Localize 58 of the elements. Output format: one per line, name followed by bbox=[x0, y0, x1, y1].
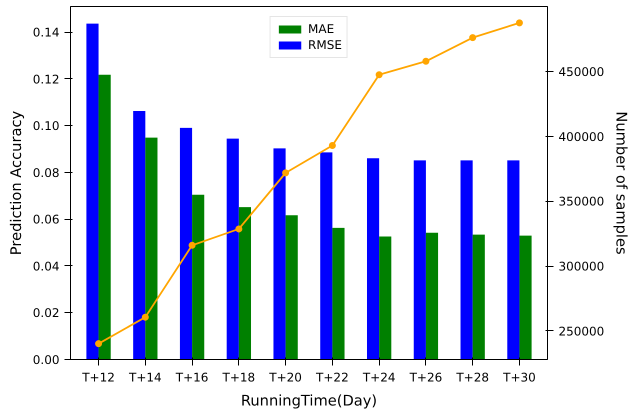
x-tick-label: T+14 bbox=[128, 370, 162, 384]
bar bbox=[180, 128, 192, 360]
bar bbox=[414, 160, 426, 360]
legend-label: MAE bbox=[308, 22, 334, 36]
y-tick-label: 0.14 bbox=[32, 26, 60, 40]
x-tick-label: T+30 bbox=[502, 370, 536, 384]
bar bbox=[98, 74, 111, 360]
x-tick-label: T+28 bbox=[455, 370, 490, 384]
legend-label: RMSE bbox=[308, 38, 342, 52]
y-tick-label: 0.02 bbox=[32, 306, 60, 320]
bar bbox=[320, 152, 332, 360]
y-tick-label: 0.08 bbox=[32, 166, 60, 180]
x-tick-label: T+22 bbox=[315, 370, 349, 384]
bar bbox=[332, 228, 345, 360]
x-tick-label: T+26 bbox=[408, 370, 442, 384]
y-tick-label: 0.06 bbox=[32, 212, 60, 227]
point bbox=[469, 34, 476, 42]
bar bbox=[366, 158, 380, 360]
y2-tick-label: 450000 bbox=[558, 64, 604, 79]
x-tick-label: T+16 bbox=[174, 370, 208, 384]
bar bbox=[507, 160, 520, 360]
point bbox=[142, 314, 149, 321]
x-tick-label: T+12 bbox=[81, 370, 115, 384]
point bbox=[422, 58, 430, 65]
bar bbox=[519, 236, 532, 360]
bar bbox=[286, 215, 298, 360]
bar bbox=[192, 194, 204, 360]
x-tick-label: T+18 bbox=[222, 370, 256, 384]
bar bbox=[133, 110, 146, 360]
y-axis-title: Prediction Accuracy bbox=[8, 110, 25, 256]
bar bbox=[86, 24, 99, 360]
y2-tick-label: 400000 bbox=[558, 130, 604, 144]
point bbox=[235, 225, 242, 232]
bar bbox=[460, 160, 473, 360]
y2-tick-label: 350000 bbox=[558, 194, 604, 209]
y2-tick-label: 250000 bbox=[558, 324, 604, 338]
point bbox=[516, 19, 523, 26]
bar bbox=[379, 236, 392, 360]
bar bbox=[472, 234, 485, 360]
point bbox=[95, 340, 102, 348]
bar bbox=[426, 232, 438, 360]
point bbox=[282, 169, 290, 176]
point bbox=[188, 242, 196, 249]
bar bbox=[238, 207, 252, 360]
x-tick-label: T+20 bbox=[268, 370, 302, 384]
point bbox=[376, 71, 383, 78]
y-tick-label: 0.12 bbox=[32, 72, 60, 86]
point bbox=[328, 142, 336, 149]
bar bbox=[145, 138, 158, 360]
bar bbox=[226, 138, 239, 360]
y-tick-label: 0.04 bbox=[32, 259, 60, 274]
y2-tick-label: 300000 bbox=[558, 260, 604, 274]
y-tick-label: 0.10 bbox=[32, 119, 60, 134]
x-tick-label: T+24 bbox=[362, 370, 396, 384]
y-tick-label: 0.00 bbox=[32, 353, 60, 367]
x-axis-title: RunningTime(Day) bbox=[240, 392, 378, 410]
bar bbox=[273, 148, 286, 360]
y2-axis-title: Number of samples bbox=[612, 111, 630, 255]
